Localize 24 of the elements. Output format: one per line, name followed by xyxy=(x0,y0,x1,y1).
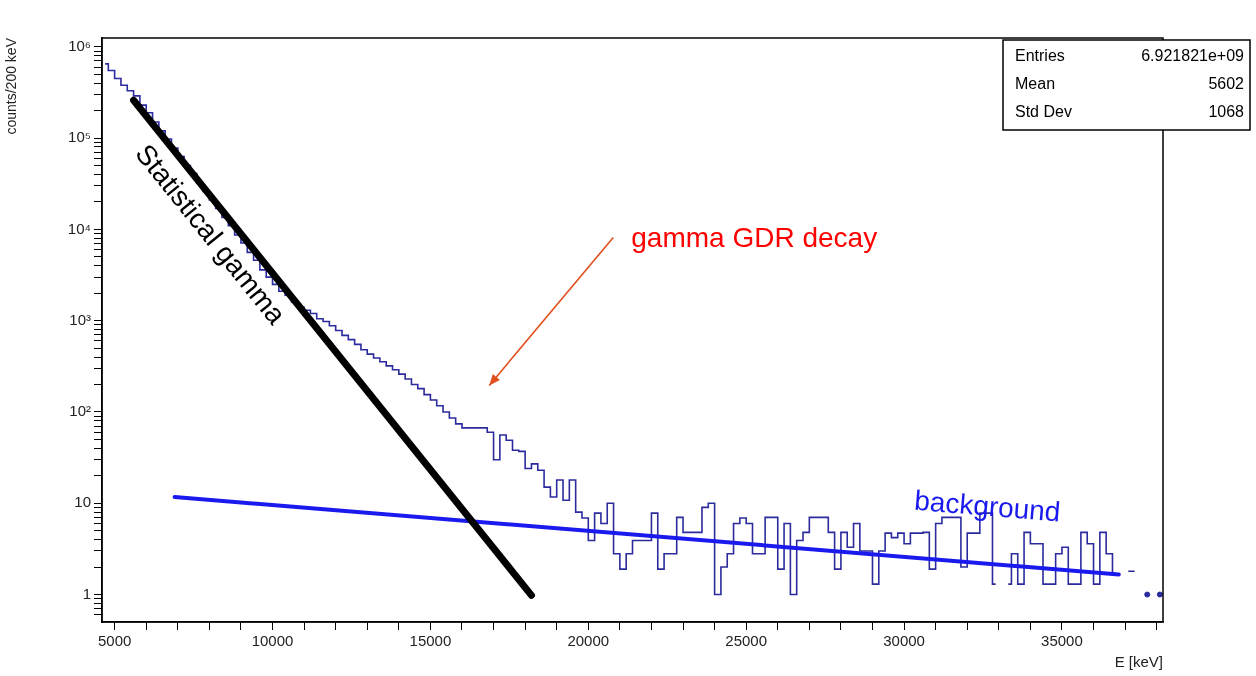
x-tick-label: 10000 xyxy=(251,632,294,650)
series-label: background xyxy=(913,484,1062,528)
y-tick-label: 10⁶ xyxy=(68,36,91,54)
annotation: 6.921821e+09 xyxy=(1141,47,1245,65)
y-tick-label: 1 xyxy=(82,584,91,602)
x-tick-label: 30000 xyxy=(883,632,925,650)
y-tick-label: 10 xyxy=(74,493,91,511)
y-tick-label: 10⁵ xyxy=(68,128,91,146)
x-tick-label: 20000 xyxy=(567,632,610,650)
text: 1068 xyxy=(1208,103,1245,121)
x-tick-label: 35000 xyxy=(1041,632,1083,650)
text: 5602 xyxy=(1208,75,1245,93)
x-tick-label: 25000 xyxy=(725,632,768,650)
annotation: Entries xyxy=(1015,47,1065,65)
annotation: Std Dev xyxy=(1015,103,1072,121)
y-tick-label: 10² xyxy=(69,402,91,420)
x-tick-label: 15000 xyxy=(409,632,452,650)
y-axis-title: counts/200 keV xyxy=(3,37,20,135)
x-axis-title: E [keV] xyxy=(1114,653,1163,671)
annotation: Mean xyxy=(1015,75,1056,93)
annotation: gamma GDR decay xyxy=(631,222,878,254)
y-tick-label: 10³ xyxy=(69,310,91,328)
y-tick-label: 10⁴ xyxy=(67,219,91,237)
x-tick-label: 5000 xyxy=(97,632,132,650)
